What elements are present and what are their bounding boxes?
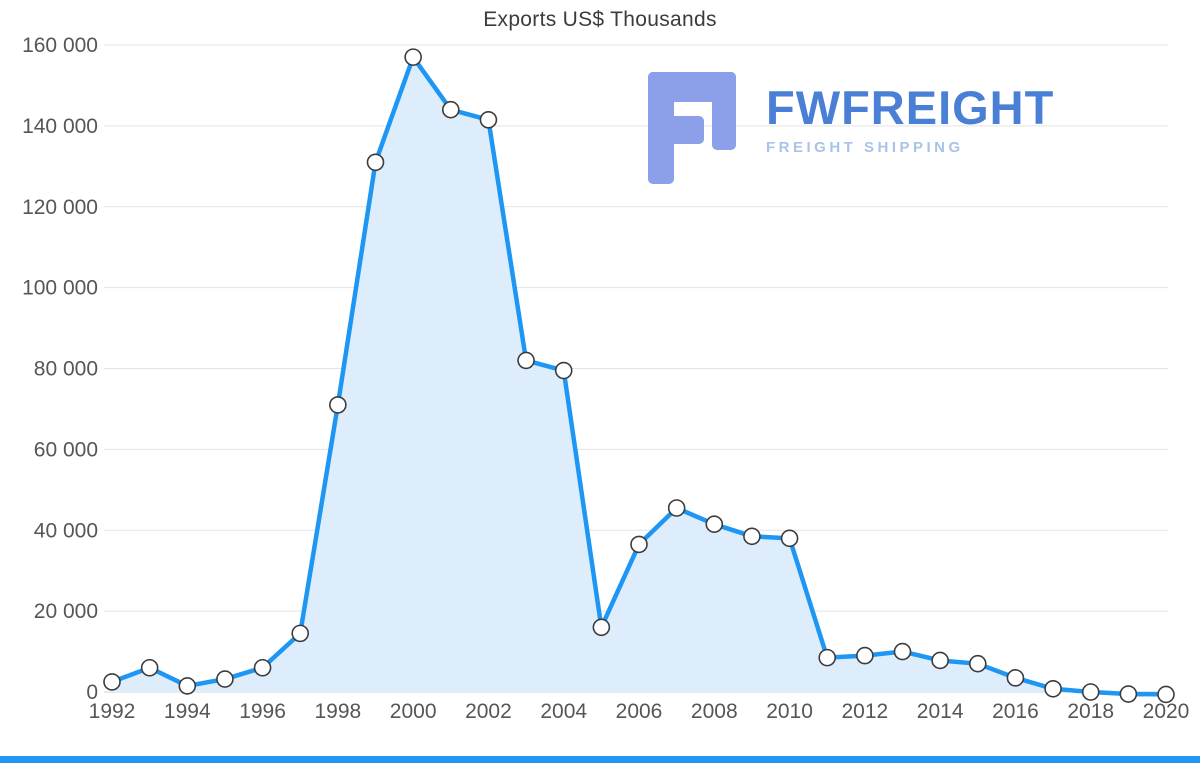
x-axis-tick-label: 2008 xyxy=(691,700,738,723)
data-point-marker[interactable] xyxy=(178,677,197,695)
data-point-marker[interactable] xyxy=(667,499,686,517)
x-axis-tick-label: 1994 xyxy=(164,700,211,723)
data-point-marker[interactable] xyxy=(554,361,573,380)
x-axis-tick-label: 2006 xyxy=(616,700,663,723)
y-axis-tick-label: 60 000 xyxy=(34,438,98,461)
y-axis-tick-label: 80 000 xyxy=(34,358,98,381)
data-point-marker[interactable] xyxy=(592,618,611,637)
x-axis-tick-label: 2000 xyxy=(390,700,437,723)
data-point-marker[interactable] xyxy=(931,651,949,670)
x-axis-tick-label: 1992 xyxy=(89,700,136,723)
x-axis-tick-label: 2020 xyxy=(1143,700,1190,723)
x-axis-tick-label: 2016 xyxy=(992,700,1039,723)
data-point-marker[interactable] xyxy=(818,648,837,667)
data-point-marker[interactable] xyxy=(893,642,912,661)
x-axis-tick-label: 2014 xyxy=(917,700,964,723)
data-point-marker[interactable] xyxy=(517,351,535,370)
data-point-marker[interactable] xyxy=(216,670,234,688)
x-axis-tick-label: 2012 xyxy=(841,700,888,723)
data-point-marker[interactable] xyxy=(329,396,347,414)
data-point-marker[interactable] xyxy=(1157,685,1175,704)
data-point-marker[interactable] xyxy=(856,646,874,665)
data-point-marker[interactable] xyxy=(1119,685,1138,703)
data-point-marker[interactable] xyxy=(1044,679,1062,698)
data-point-marker[interactable] xyxy=(705,515,724,533)
chart-title: Exports US$ Thousands xyxy=(483,8,717,31)
y-axis-tick-label: 160 000 xyxy=(22,34,98,57)
series-area-fill xyxy=(112,57,1166,695)
x-axis-tick-label: 2010 xyxy=(766,700,813,723)
data-point-marker[interactable] xyxy=(140,658,159,677)
y-axis-tick-label: 140 000 xyxy=(22,115,98,138)
data-point-marker[interactable] xyxy=(1081,683,1100,701)
data-point-marker[interactable] xyxy=(441,100,460,119)
y-axis-tick-label: 20 000 xyxy=(34,600,98,623)
bottom-accent-bar xyxy=(0,756,1200,763)
data-point-marker[interactable] xyxy=(103,673,121,691)
data-point-marker[interactable] xyxy=(366,153,385,172)
data-point-marker[interactable] xyxy=(630,535,648,554)
x-axis-tick-label: 2004 xyxy=(540,700,587,723)
data-point-marker[interactable] xyxy=(743,527,761,546)
y-axis-tick-label: 120 000 xyxy=(22,196,98,219)
y-axis-tick-label: 0 xyxy=(86,681,98,704)
data-point-marker[interactable] xyxy=(253,658,272,677)
y-axis-tick-label: 40 000 xyxy=(34,519,98,542)
data-point-marker[interactable] xyxy=(404,48,422,66)
data-point-marker[interactable] xyxy=(479,111,498,129)
x-axis-tick-label: 2002 xyxy=(465,700,512,723)
x-axis-tick-label: 2018 xyxy=(1067,700,1114,723)
data-point-marker[interactable] xyxy=(780,529,799,548)
x-axis-tick-label: 1996 xyxy=(239,700,286,723)
data-point-marker[interactable] xyxy=(291,624,310,643)
data-point-marker[interactable] xyxy=(1006,669,1025,687)
data-point-marker[interactable] xyxy=(968,654,987,673)
y-axis-tick-label: 100 000 xyxy=(22,277,98,300)
x-axis-tick-label: 1998 xyxy=(314,700,361,723)
